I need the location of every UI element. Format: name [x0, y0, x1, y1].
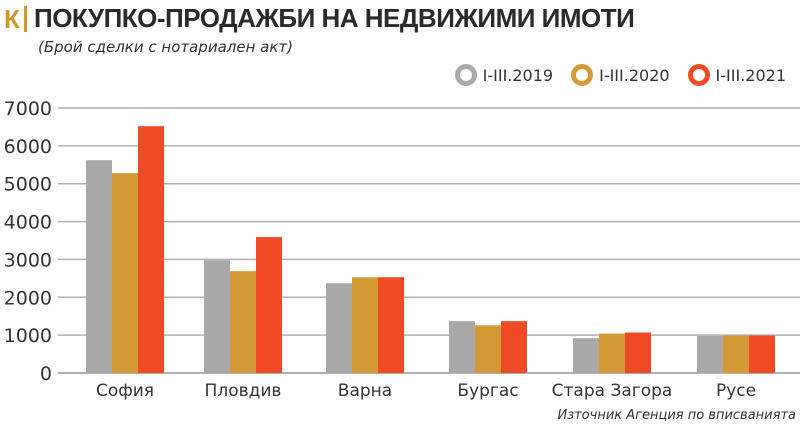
bar: [230, 271, 256, 373]
y-tick-label: 1000: [4, 325, 52, 347]
x-tick-label: Пловдив: [205, 381, 282, 401]
bar: [326, 283, 352, 373]
chart-title: ПОКУПКО-ПРОДАЖБИ НА НЕДВИЖИМИ ИМОТИ: [34, 3, 635, 33]
legend-marker-icon: [571, 64, 594, 86]
y-tick-label: 6000: [4, 136, 52, 158]
bar: [378, 277, 404, 373]
y-tick-label: 0: [40, 363, 52, 385]
bar: [599, 333, 625, 373]
y-tick-label: 2000: [4, 287, 52, 309]
legend-label: I-III.2020: [599, 65, 670, 85]
bar: [138, 126, 164, 374]
bar: [749, 335, 775, 373]
bar: [449, 321, 475, 373]
bar: [204, 260, 230, 373]
x-tick-label: Варна: [338, 381, 392, 401]
legend-item: I-III.2020: [571, 64, 670, 86]
y-tick-label: 7000: [4, 98, 52, 120]
bar: [723, 335, 749, 373]
x-tick-label: Русе: [716, 381, 756, 401]
x-tick-label: София: [96, 381, 154, 401]
logo-divider: [24, 6, 27, 32]
legend-item: I-III.2019: [454, 64, 554, 86]
source-note: Източник Агенция по вписванията: [557, 408, 796, 423]
legend-label: I-III.2019: [482, 65, 554, 85]
legend-marker-icon: [454, 64, 477, 86]
chart-subtitle: (Брой сделки с нотариален акт): [38, 38, 293, 56]
bar: [625, 332, 651, 373]
bar: [256, 237, 282, 373]
logo: К: [4, 4, 20, 34]
y-tick-label: 5000: [4, 174, 52, 196]
legend-item: I-III.2021: [687, 64, 786, 86]
x-tick-label: Бургас: [457, 381, 518, 401]
bar: [501, 321, 527, 373]
bar: [697, 335, 723, 373]
bar: [352, 277, 378, 373]
bar: [86, 160, 112, 373]
x-tick-label: Стара Загора: [552, 381, 673, 401]
legend-label: I-III.2021: [715, 65, 786, 85]
legend: I-III.2019 I-III.2020 I-III.2021: [454, 64, 786, 86]
bar: [112, 173, 138, 373]
y-tick-label: 4000: [4, 212, 52, 234]
bar: [475, 325, 501, 373]
y-tick-label: 3000: [4, 249, 52, 271]
legend-marker-icon: [687, 64, 710, 86]
bar: [573, 338, 599, 373]
